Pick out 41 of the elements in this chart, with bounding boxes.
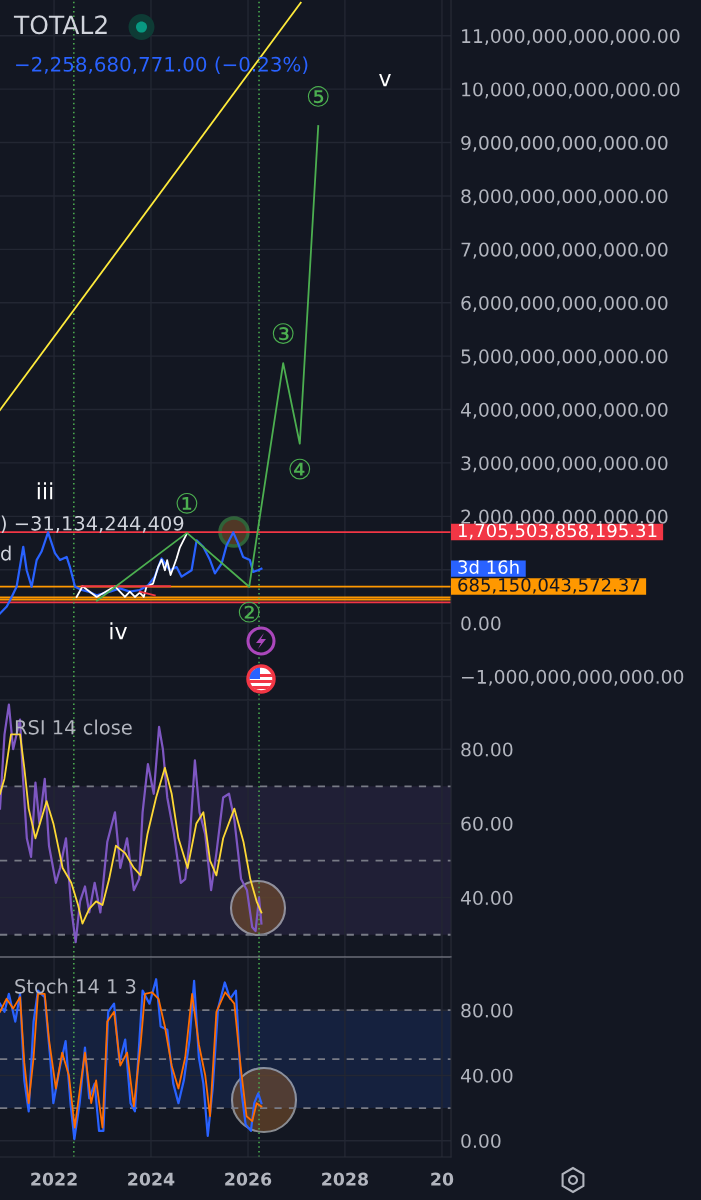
data-label: ① — [176, 492, 198, 514]
ref-line-label: 1,705,503,858,195.31 — [458, 523, 657, 540]
y-tick-label: −1,000,000,000,000.00 — [462, 669, 684, 686]
y-tick-label: 40.00 — [460, 890, 513, 906]
y-tick-label: 8,000,000,000,000.00 — [461, 189, 668, 206]
x-tick-label: 2026 — [225, 1172, 272, 1186]
data-label: ⑤ — [307, 86, 329, 107]
annotation: ) −31,134,244,409 — [1, 515, 184, 533]
x-tick-label: 2028 — [322, 1172, 368, 1186]
ref-line-label: 685,150,043,572.37 — [458, 578, 640, 594]
y-tick-label: 60.00 — [461, 816, 513, 831]
y-tick-label: 80.00 — [461, 1003, 513, 1018]
y-tick-label: 40.00 — [460, 1068, 513, 1083]
line-series — [0, 703, 263, 944]
y-tick-label: 0.00 — [461, 616, 501, 631]
x-tick-label: 2024 — [128, 1172, 175, 1186]
text: 3d 16h — [458, 559, 519, 574]
annotation: v — [379, 73, 391, 87]
line-series — [0, 978, 263, 1141]
data-label: ② — [238, 601, 260, 623]
annotation: iii — [37, 482, 53, 500]
line-series — [0, 733, 263, 925]
y-tick-label: 4,000,000,000,000.00 — [460, 402, 668, 419]
x-tick-label: 2022 — [31, 1172, 77, 1186]
y-tick-label: 0.00 — [461, 1133, 501, 1149]
data-label: ③ — [272, 323, 294, 344]
y-tick-label: 5,000,000,000,000.00 — [461, 349, 668, 366]
annotation: d — [1, 545, 11, 561]
x-tick-label: 20 — [431, 1172, 454, 1186]
y-tick-label: 9,000,000,000,000.00 — [461, 135, 668, 152]
y-tick-label: 7,000,000,000,000.00 — [461, 242, 668, 259]
chart-title: TOTAL2 — [13, 15, 107, 35]
y-tick-label: 6,000,000,000,000.00 — [461, 295, 668, 313]
annotation: iv — [110, 622, 127, 640]
data-label: ④ — [289, 458, 311, 480]
text: Stoch 14 1 3 — [15, 978, 136, 994]
y-tick-label: 3,000,000,000,000.00 — [461, 456, 668, 473]
y-tick-label: 11,000,000,000,000.00 — [462, 28, 680, 46]
y-tick-label: 80.00 — [461, 742, 513, 757]
line-series — [75, 533, 188, 598]
y-tick-label: 10,000,000,000,000.00 — [462, 82, 680, 99]
